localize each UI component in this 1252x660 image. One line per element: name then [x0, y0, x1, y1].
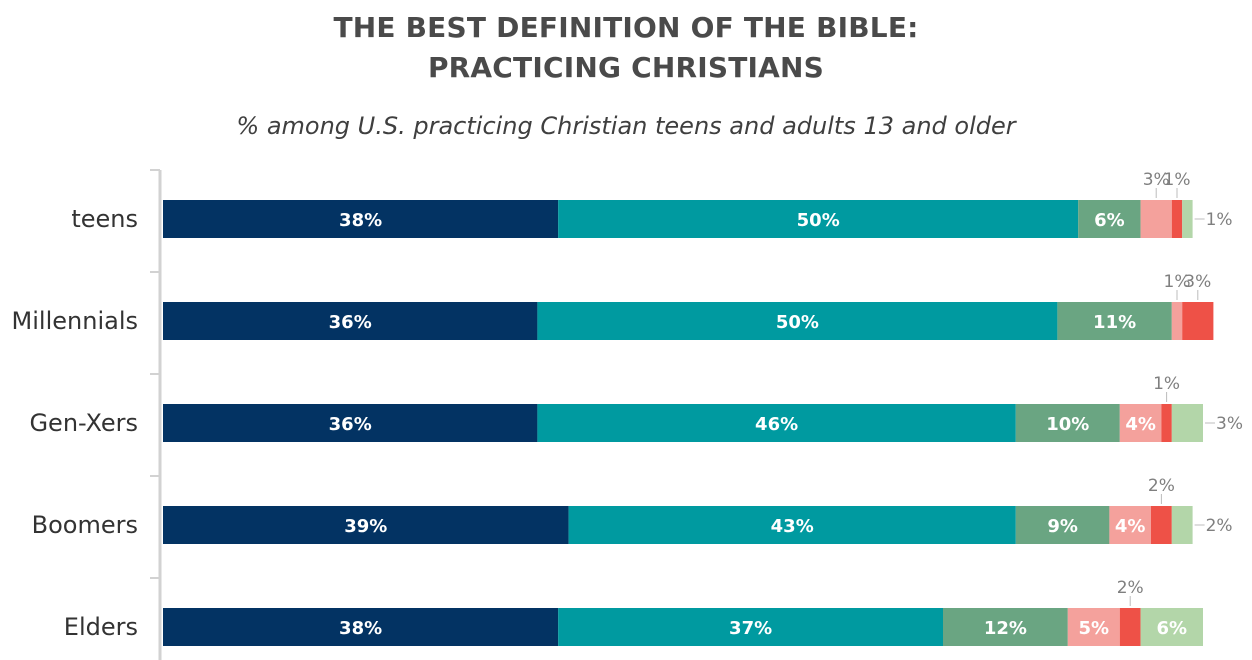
- bar-segment: [163, 200, 559, 238]
- chart-title: THE BEST DEFINITION OF THE BIBLE: PRACTI…: [0, 8, 1252, 88]
- bar-segment: [1171, 302, 1183, 340]
- data-label: 43%: [771, 516, 814, 537]
- category-label: Gen-Xers: [29, 409, 138, 437]
- category-label: teens: [71, 205, 138, 233]
- data-label: 4%: [1115, 516, 1146, 537]
- bar-segment: [1067, 608, 1120, 646]
- data-label: 5%: [1079, 618, 1110, 639]
- data-label: 38%: [339, 618, 382, 639]
- data-label: 3%: [1216, 414, 1243, 434]
- bar-segment: [163, 404, 538, 442]
- data-label: 10%: [1046, 414, 1089, 435]
- bar-segment: [537, 302, 1058, 340]
- data-label: 6%: [1094, 210, 1125, 231]
- bar-segment: [1119, 608, 1141, 646]
- category-label: Elders: [64, 613, 138, 641]
- bar-segment: [537, 404, 1016, 442]
- bar-segment: [943, 608, 1068, 646]
- bar-segment: [1109, 506, 1151, 544]
- bar-segment: [1161, 404, 1172, 442]
- chart-title-line-2: PRACTICING CHRISTIANS: [427, 51, 825, 84]
- data-label: 37%: [729, 618, 772, 639]
- bar-segment: [568, 506, 1016, 544]
- bar-segment: [163, 302, 538, 340]
- data-label: 46%: [755, 414, 798, 435]
- bar-segment: [1119, 404, 1162, 442]
- data-label: 11%: [1093, 312, 1136, 333]
- data-label: 36%: [329, 312, 372, 333]
- data-label: 4%: [1125, 414, 1156, 435]
- bar-segment: [1140, 200, 1172, 238]
- data-label: 2%: [1206, 516, 1233, 536]
- data-label: 1%: [1206, 210, 1233, 230]
- bar-segment: [1171, 200, 1183, 238]
- data-label: 12%: [984, 618, 1027, 639]
- data-label: 2%: [1117, 578, 1144, 598]
- bar-segment: [163, 506, 569, 544]
- data-label: 1%: [1164, 170, 1191, 190]
- bar-segment: [1151, 506, 1172, 544]
- data-label: 36%: [329, 414, 372, 435]
- category-label: Boomers: [32, 511, 138, 539]
- bar-segment: [1182, 200, 1193, 238]
- category-label: Millennials: [12, 307, 138, 335]
- bar-segment: [558, 200, 1079, 238]
- bar-segment: [558, 608, 943, 646]
- data-label: 3%: [1184, 272, 1211, 292]
- data-label: 38%: [339, 210, 382, 231]
- data-label: 2%: [1148, 476, 1175, 496]
- bar-segment: [1057, 302, 1172, 340]
- data-label: 3%: [1143, 170, 1170, 190]
- data-label: 50%: [797, 210, 840, 231]
- data-label: 1%: [1153, 374, 1180, 394]
- data-label: 39%: [344, 516, 387, 537]
- bar-segment: [1078, 200, 1141, 238]
- bar-segment: [1182, 302, 1214, 340]
- data-label: 6%: [1157, 618, 1188, 639]
- chart-title-line-1: THE BEST DEFINITION OF THE BIBLE:: [333, 11, 919, 44]
- chart-subtitle: % among U.S. practicing Christian teens …: [236, 112, 1016, 140]
- bar-segment: [1171, 404, 1203, 442]
- data-label: 1%: [1164, 272, 1191, 292]
- bar-segment: [163, 608, 559, 646]
- bar-segment: [1171, 506, 1193, 544]
- bar-segment: [1140, 608, 1203, 646]
- data-label: 9%: [1047, 516, 1078, 537]
- bar-segment: [1015, 404, 1120, 442]
- bar-segment: [1015, 506, 1110, 544]
- data-label: 50%: [776, 312, 819, 333]
